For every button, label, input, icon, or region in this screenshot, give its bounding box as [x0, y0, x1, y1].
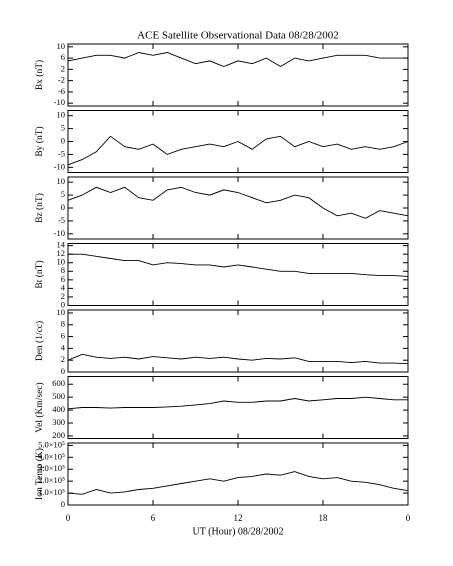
y-tick-label: 10 [57, 307, 66, 317]
y-tick-label: 6 [61, 274, 65, 284]
panel-frame [67, 176, 409, 240]
y-axis-label: Bt (nT) [34, 260, 45, 288]
x-tick-label: 12 [234, 513, 243, 523]
y-tick-label: 14 [57, 240, 66, 250]
y-tick-label: 8 [61, 265, 65, 275]
y-tick-label: 0 [61, 366, 65, 376]
y-tick-label: -6 [58, 86, 65, 96]
y-tick-label: 5 [61, 123, 65, 133]
data-line [67, 186, 409, 219]
x-tick-label: 0 [66, 513, 71, 523]
y-tick-label: 2 [61, 63, 65, 73]
y-tick-label: -10 [54, 228, 65, 238]
y-tick-label: -10 [54, 97, 65, 107]
data-line [67, 135, 409, 166]
y-tick-label: 4 [61, 282, 66, 292]
y-tick-label: 3.0×10⁵ [38, 463, 65, 473]
y-axis-label: By (nT) [34, 126, 45, 156]
y-tick-label: 0 [61, 202, 65, 212]
data-line [67, 471, 409, 495]
y-tick-label: 400 [52, 404, 65, 414]
data-line [67, 396, 408, 410]
y-tick-label: -5 [58, 148, 65, 158]
y-tick-label: 500 [52, 391, 65, 401]
y-tick-label: 600 [52, 378, 65, 388]
panel-frame [67, 309, 409, 373]
y-tick-label: 2 [61, 291, 65, 301]
y-tick-label: -10 [54, 161, 65, 171]
panel-frame [67, 442, 409, 506]
y-tick-label: 10 [57, 257, 66, 267]
y-tick-label: 2.0×10⁵ [38, 475, 65, 485]
y-tick-label: 300 [52, 417, 65, 427]
y-tick-label: 12 [57, 248, 66, 258]
y-axis-label: Bx (nT) [34, 60, 45, 90]
y-tick-label: 10 [57, 110, 66, 120]
y-axis-label: Bz (nT) [34, 193, 45, 223]
panel-frame [67, 43, 409, 107]
y-tick-label: 8 [61, 319, 65, 329]
y-tick-label: 4.0×10⁵ [38, 451, 65, 461]
data-line [68, 253, 409, 277]
data-line [67, 52, 408, 68]
y-axis-label: Den (1/cc) [34, 321, 45, 361]
y-tick-label: 10 [57, 41, 66, 51]
y-tick-label: 0 [61, 299, 65, 309]
data-line [67, 353, 409, 365]
panel-frame [67, 243, 409, 306]
chart-title: ACE Satellite Observational Data 08/28/2… [137, 30, 339, 42]
y-tick-label: 1.0×10⁵ [38, 487, 65, 497]
y-tick-label: 5 [61, 189, 65, 199]
y-tick-label: -5 [58, 215, 65, 225]
y-tick-label: 10 [57, 176, 66, 186]
y-tick-label: 2 [61, 354, 65, 364]
y-axis-label: Ion Temp (K) [34, 448, 45, 500]
x-tick-label: 6 [151, 513, 156, 523]
y-tick-label: 200 [52, 430, 65, 440]
y-tick-label: 6 [61, 52, 65, 62]
y-axis-label: Vel (Km/sec) [34, 382, 45, 432]
y-tick-label: 5.0×10⁵ [38, 439, 65, 449]
x-tick-label: 18 [319, 513, 329, 523]
y-tick-label: 6 [61, 331, 65, 341]
y-tick-label: 0 [61, 135, 65, 145]
x-tick-label: 0 [406, 513, 411, 523]
y-tick-label: -2 [58, 75, 65, 85]
y-tick-label: 0 [61, 499, 65, 509]
x-axis-label: UT (Hour) 08/28/2002 [193, 526, 284, 537]
y-tick-label: 4 [61, 342, 66, 352]
